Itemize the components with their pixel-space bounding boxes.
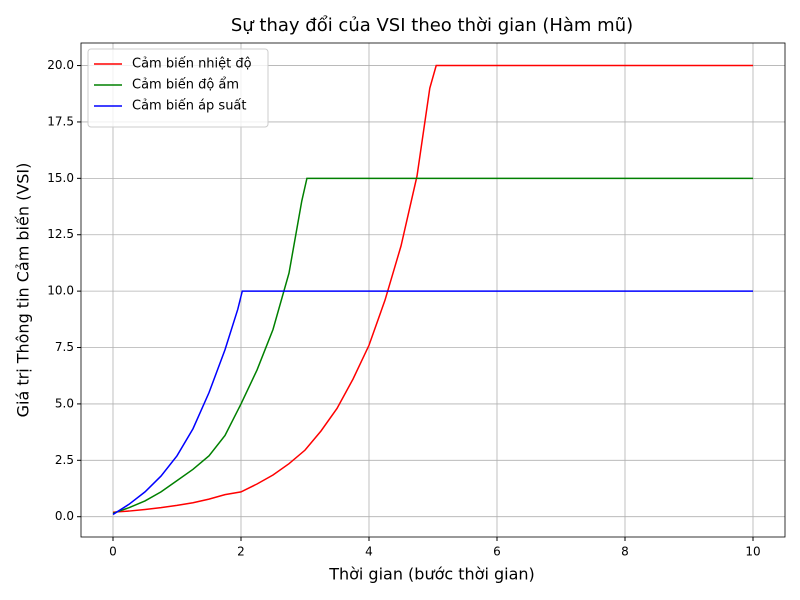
series-line (112, 64, 753, 513)
legend-label: Cảm biến độ ẩm (132, 78, 239, 93)
y-tick-label: 2.5 (55, 453, 74, 467)
y-tick-label: 7.5 (55, 340, 74, 354)
series-line (112, 290, 753, 516)
plot-frame (80, 42, 786, 538)
y-tick-label: 12.5 (47, 227, 74, 241)
x-tick-label: 4 (365, 545, 373, 559)
y-tick-label: 17.5 (47, 114, 74, 128)
x-tick-label: 0 (109, 545, 117, 559)
legend-label: Cảm biến áp suất (132, 99, 247, 114)
y-tick-label: 10.0 (47, 284, 74, 298)
legend-label: Cảm biến nhiệt độ (132, 57, 252, 72)
y-tick-label: 15.0 (47, 171, 74, 185)
y-tick-label: 20.0 (47, 58, 74, 72)
y-tick-label: 5.0 (55, 396, 74, 410)
y-axis-label: Giá trị Thông tin Cảm biến (VSI) (14, 163, 33, 418)
x-tick-label: 2 (237, 545, 245, 559)
x-tick-label: 8 (621, 545, 629, 559)
y-tick-label: 0.0 (55, 509, 74, 523)
x-tick-label: 6 (493, 545, 501, 559)
legend-box (87, 48, 269, 128)
series-line (112, 177, 753, 515)
x-tick-label: 10 (745, 545, 760, 559)
chart-title: Sự thay đổi của VSI theo thời gian (Hàm … (231, 15, 633, 36)
x-axis-label: Thời gian (bước thời gian) (328, 565, 535, 584)
